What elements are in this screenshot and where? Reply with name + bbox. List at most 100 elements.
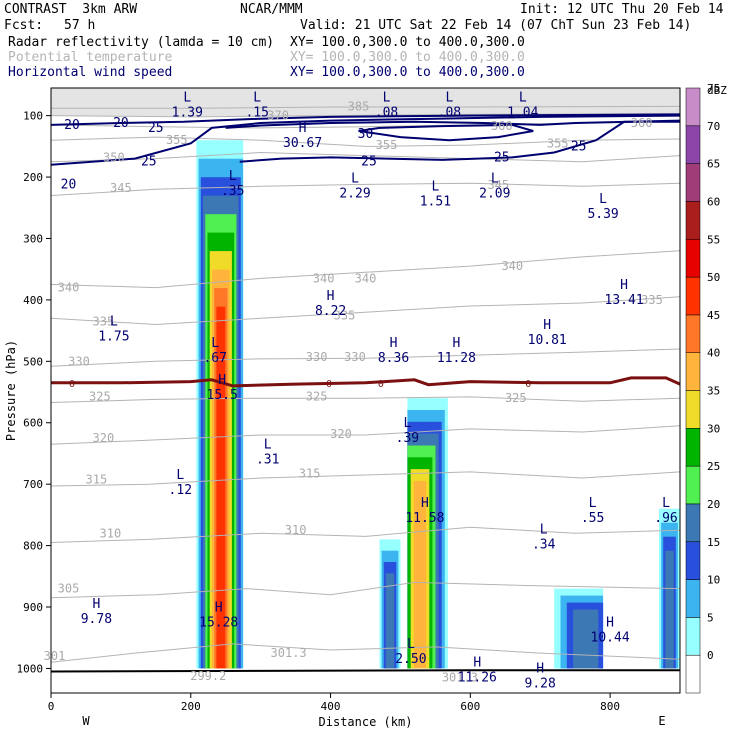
y-axis-title: Pressure (hPa) — [4, 340, 18, 441]
colorbar-swatch-55 — [685, 239, 701, 278]
y-tick-label: 300 — [23, 233, 43, 246]
extremum-mark-L: L — [519, 91, 527, 106]
reflectivity-cell-1-level-8 — [413, 480, 427, 669]
wind-contour-20-0 — [51, 113, 680, 126]
colorbar-label: 40 — [707, 347, 720, 360]
extremum-value: .31 — [256, 453, 279, 468]
extremum-value: 1.04 — [507, 106, 538, 121]
wind-label: 30 — [358, 127, 374, 142]
extremum-value: 10.81 — [528, 333, 567, 348]
freezing-level-label: 0 — [378, 379, 384, 390]
theta-contour-325 — [51, 396, 680, 403]
extremum-mark-L: L — [599, 192, 607, 207]
extremum-value: .55 — [581, 511, 604, 526]
extremum-mark-L: L — [351, 172, 359, 187]
extremum-value: .67 — [203, 351, 226, 366]
freezing-level-label: 0 — [69, 379, 75, 390]
colorbar-swatch-30 — [685, 428, 701, 467]
extremum-mark-L: L — [253, 91, 261, 106]
colorbar-swatch-40 — [685, 352, 701, 391]
extremum-value: 9.28 — [525, 677, 556, 692]
colorbar-label: 35 — [707, 385, 720, 398]
theta-label: 299.2 — [190, 669, 226, 683]
theta-label: 325 — [89, 389, 111, 403]
wind-contour-25-4 — [358, 123, 534, 142]
field-reflectivity-name: Radar reflectivity (lamda = 10 cm) — [8, 35, 275, 50]
theta-label: 355 — [376, 138, 398, 152]
theta-contour-305 — [51, 581, 680, 599]
extremum-value: 1.75 — [98, 330, 129, 345]
freezing-level-layer — [51, 376, 680, 673]
theta-label: 360 — [491, 119, 513, 133]
x-tick-label: 800 — [600, 700, 620, 713]
theta-label: 325 — [306, 389, 328, 403]
extremum-mark-H: H — [299, 121, 307, 136]
theta-contour-335 — [51, 296, 680, 326]
wind-label: 25 — [494, 150, 510, 165]
field-theta-name: Potential temperature — [8, 50, 173, 65]
theta-contour-350 — [51, 151, 680, 163]
colorbar-label: 10 — [707, 574, 720, 587]
surface-line — [51, 669, 680, 673]
colorbar-label: 20 — [707, 498, 720, 511]
init-time: Init: 12 UTC Thu 20 Feb 14 — [520, 2, 724, 17]
extremum-mark-L: L — [431, 180, 439, 195]
extremum-value: 9.78 — [81, 612, 112, 627]
theta-label: 335 — [334, 308, 356, 322]
extremum-value: .35 — [221, 184, 244, 199]
extremum-mark-L: L — [183, 91, 191, 106]
theta-label: 301 — [44, 649, 66, 663]
extremum-mark-H: H — [390, 336, 398, 351]
extremum-mark-L: L — [110, 315, 118, 330]
colorbar-label: 30 — [707, 422, 720, 435]
extremum-value: 1.39 — [172, 106, 203, 121]
theta-contour-345 — [51, 182, 680, 196]
extremum-mark-L: L — [407, 637, 415, 652]
colorbar-swatch-15 — [685, 541, 701, 580]
colorbar-label: 15 — [707, 536, 720, 549]
org-label: NCAR/MMM — [240, 2, 303, 17]
y-tick-label: 200 — [23, 171, 43, 184]
theta-contour-355 — [51, 136, 680, 147]
colorbar-swatch-75 — [685, 87, 701, 127]
theta-contour-310 — [51, 526, 680, 543]
colorbar-label: 70 — [707, 120, 720, 133]
colorbar-swatch-50 — [685, 276, 701, 316]
extremum-value: 11.58 — [405, 511, 444, 526]
colorbar-label: 25 — [707, 460, 720, 473]
field-wind-xy: XY= 100.0,300.0 to 400.0,300.0 — [290, 65, 525, 80]
extremum-mark-L: L — [445, 91, 453, 106]
theta-label: 335 — [93, 314, 115, 328]
extremum-value: .08 — [438, 106, 461, 121]
extremum-mark-L: L — [264, 438, 272, 453]
wind-label: 25 — [141, 155, 157, 170]
theta-label: 330 — [306, 350, 328, 364]
extremum-mark-L: L — [383, 91, 391, 106]
theta-label: 360 — [631, 116, 653, 130]
colorbar-swatch-35 — [685, 390, 701, 429]
theta-label: 340 — [501, 259, 523, 273]
extremum-value: 15.5 — [207, 388, 238, 403]
extremum-value: 30.67 — [283, 136, 322, 151]
colorbar-swatch-60 — [685, 201, 701, 240]
x-tick-label: 0 — [48, 700, 55, 713]
reflectivity-cell-2-level-4 — [385, 573, 395, 669]
extremum-value: .08 — [375, 106, 398, 121]
theta-label: 385 — [348, 99, 370, 113]
theta-label: 340 — [58, 281, 80, 295]
theta-label: 340 — [313, 271, 335, 285]
extremum-value: 2.09 — [479, 187, 510, 202]
forecast-label: Fcst: — [4, 18, 44, 33]
field-reflectivity-xy: XY= 100.0,300.0 to 400.0,300.0 — [290, 35, 525, 50]
x-tick-label: 600 — [460, 700, 480, 713]
extremum-mark-H: H — [92, 597, 100, 612]
extremum-value: .39 — [396, 431, 419, 446]
x-tick-label: 400 — [321, 700, 341, 713]
extremum-value: 10.44 — [591, 631, 630, 646]
extremum-value: .96 — [654, 511, 677, 526]
extremum-value: 13.41 — [605, 293, 644, 308]
wind-contour-25-3 — [239, 120, 680, 163]
extremum-value: .15 — [245, 106, 268, 121]
freezing-level-label: 0 — [525, 379, 531, 390]
